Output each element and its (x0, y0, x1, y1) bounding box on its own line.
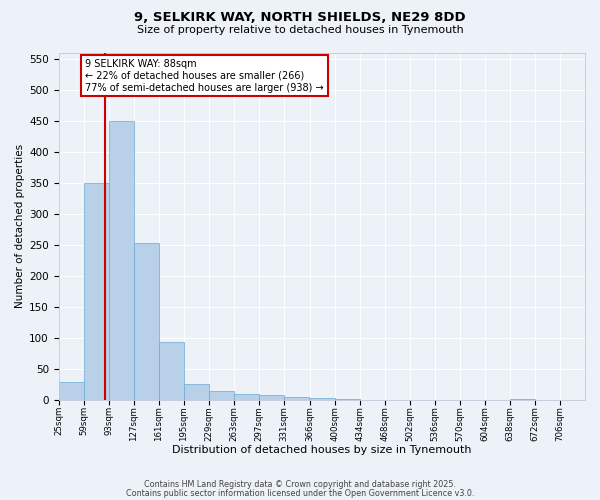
Bar (209, 391, 234, 400)
Bar (184, 384, 209, 400)
Text: Contains public sector information licensed under the Open Government Licence v3: Contains public sector information licen… (126, 488, 474, 498)
Bar (510, 399, 535, 400)
Bar (284, 396, 309, 400)
Bar (234, 394, 259, 400)
X-axis label: Distribution of detached houses by size in Tynemouth: Distribution of detached houses by size … (172, 445, 472, 455)
Y-axis label: Number of detached properties: Number of detached properties (15, 144, 25, 308)
Bar (83, 182, 109, 400)
Text: 9, SELKIRK WAY, NORTH SHIELDS, NE29 8DD: 9, SELKIRK WAY, NORTH SHIELDS, NE29 8DD (134, 11, 466, 24)
Bar (159, 342, 184, 400)
Bar (109, 120, 134, 400)
Bar (335, 399, 360, 400)
Bar (59, 382, 83, 400)
Text: Size of property relative to detached houses in Tynemouth: Size of property relative to detached ho… (137, 25, 463, 35)
Bar (310, 398, 335, 400)
Text: 9 SELKIRK WAY: 88sqm
← 22% of detached houses are smaller (266)
77% of semi-deta: 9 SELKIRK WAY: 88sqm ← 22% of detached h… (85, 60, 324, 92)
Text: Contains HM Land Registry data © Crown copyright and database right 2025.: Contains HM Land Registry data © Crown c… (144, 480, 456, 489)
Bar (134, 243, 159, 400)
Bar (259, 396, 284, 400)
